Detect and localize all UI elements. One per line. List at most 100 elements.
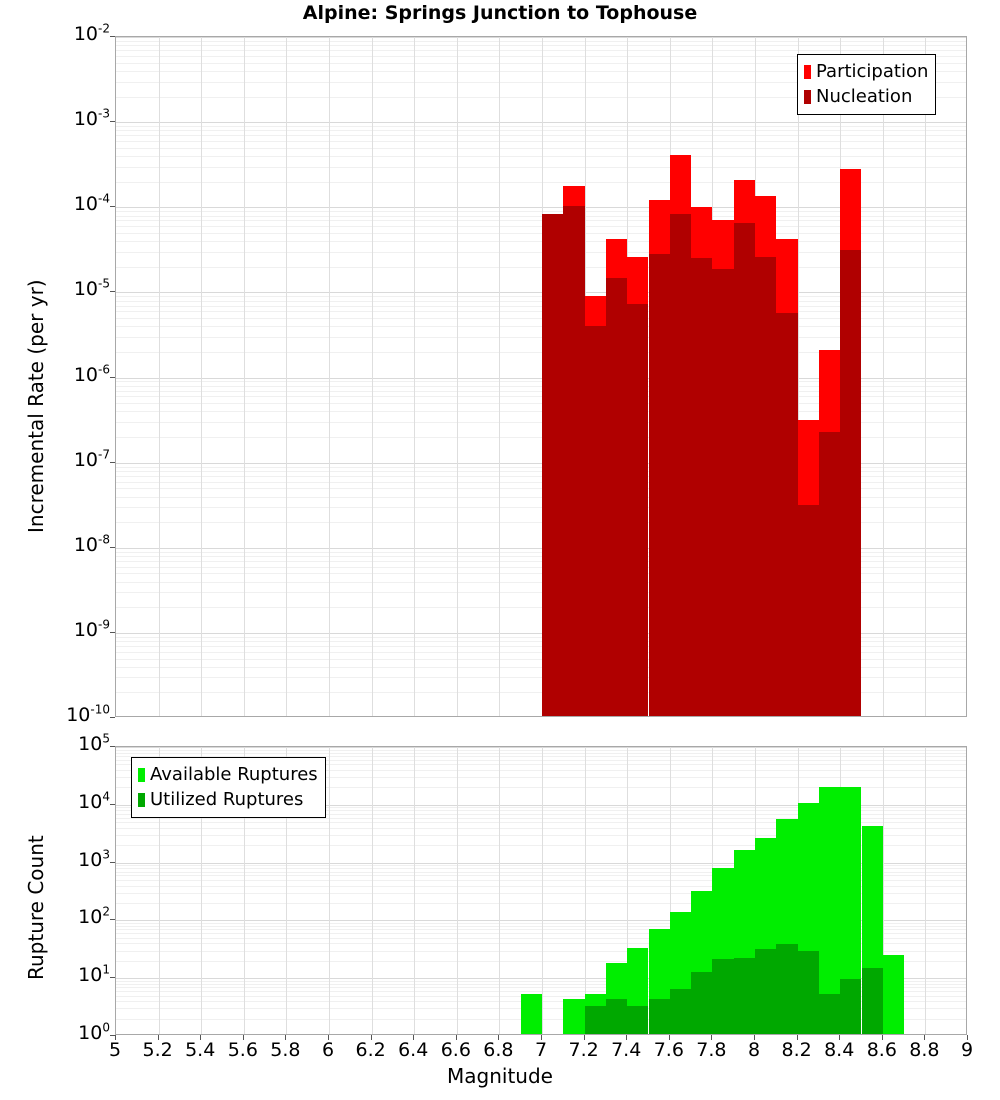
gridline-vertical: [499, 747, 501, 1034]
bar-segment-outer: [882, 955, 905, 1034]
gridline-minor: [116, 636, 966, 638]
gridline-minor: [116, 892, 966, 894]
y-tick-mark: [110, 803, 115, 805]
gridline-minor: [116, 651, 966, 653]
gridline-vertical: [797, 37, 799, 716]
bar-segment-inner: [840, 978, 862, 1034]
gridline-major: [116, 920, 966, 922]
gridline-vertical: [243, 747, 245, 1034]
gridline-minor: [116, 749, 966, 751]
x-tick-label: 8.8: [909, 1039, 940, 1061]
gridline-minor: [116, 166, 966, 168]
bar-segment-inner: [755, 948, 777, 1034]
legend-swatch-nucleation: [804, 89, 811, 104]
x-tick-label: 6.4: [398, 1039, 429, 1061]
y-tick-label: 100: [78, 1020, 110, 1044]
gridline-minor: [116, 556, 966, 557]
y-axis-title-bottom: Rupture Count: [24, 835, 48, 980]
y-tick-mark: [110, 461, 115, 463]
x-tick-mark: [626, 1035, 628, 1040]
bar-group: [712, 747, 734, 1034]
bar-group: [691, 37, 713, 716]
x-tick-mark: [285, 1035, 287, 1040]
gridline-minor: [116, 871, 966, 873]
gridline-minor: [116, 923, 966, 924]
bar-segment-inner: [733, 957, 755, 1034]
gridline-vertical: [329, 747, 330, 1034]
gridline-vertical: [371, 747, 373, 1034]
gridline-vertical: [414, 37, 416, 716]
x-tick-label: 5.4: [185, 1039, 216, 1061]
bar-group: [669, 747, 692, 1034]
bar-segment-inner: [712, 958, 734, 1034]
y-tick-mark: [110, 291, 115, 293]
y-tick-mark: [110, 376, 115, 378]
gridline-minor: [116, 607, 966, 609]
bar-segment-inner: [818, 993, 841, 1034]
gridline-minor: [116, 488, 966, 490]
y-tick-mark: [110, 746, 115, 747]
x-tick-mark: [115, 1035, 116, 1040]
x-tick-label: 6.6: [440, 1039, 471, 1061]
gridline-minor: [116, 752, 966, 754]
gridline-minor: [116, 592, 966, 594]
bar-segment-outer: [520, 993, 542, 1034]
x-tick-mark: [583, 1035, 585, 1040]
bar-group: [733, 37, 755, 716]
gridline-minor: [116, 311, 966, 313]
gridline-major: [116, 462, 966, 464]
x-tick-mark: [839, 1035, 841, 1040]
y-tick-label: 10-10: [66, 702, 110, 726]
gridline-minor: [116, 385, 966, 387]
bar-group: [520, 747, 542, 1034]
bar-group: [605, 747, 628, 1034]
gridline-major: [116, 122, 966, 124]
gridline-minor: [116, 666, 966, 668]
gridline-minor: [116, 980, 966, 982]
gridline-minor: [116, 215, 966, 217]
x-tick-mark: [754, 1035, 755, 1040]
x-tick-mark: [711, 1035, 713, 1040]
gridline-major: [116, 37, 966, 38]
bar-group: [627, 747, 649, 1034]
x-tick-mark: [455, 1035, 457, 1040]
bar-group: [797, 747, 819, 1034]
bar-group: [882, 747, 905, 1034]
y-tick-label: 104: [78, 789, 110, 813]
y-tick-label: 10-2: [73, 21, 110, 45]
gridline-minor: [116, 50, 966, 52]
legend-swatch-utilized-ruptures: [138, 792, 145, 807]
y-tick-mark: [110, 36, 115, 37]
bar-segment-inner: [584, 326, 606, 716]
x-tick-label: 8.6: [866, 1039, 897, 1061]
bar-segment-inner: [669, 989, 692, 1034]
gridline-major: [116, 632, 966, 634]
bar-segment-inner: [669, 214, 692, 716]
gridline-minor: [116, 300, 966, 302]
y-axis-ticks-top: 10-2 10-3 10-4 10-5 10-6 10-7 10-8 10-9 10-10: [0, 0, 115, 740]
bar-segment-inner: [584, 1006, 606, 1034]
gridline-minor: [116, 646, 966, 648]
bar-segment-inner: [542, 213, 564, 716]
y-tick-mark: [110, 977, 115, 979]
bar-segment-inner: [563, 206, 585, 716]
gridline-minor: [116, 55, 966, 57]
gridline-minor: [116, 296, 966, 298]
gridline-minor: [116, 141, 966, 142]
gridline-minor: [116, 226, 966, 228]
x-tick-mark: [967, 1035, 968, 1040]
gridline-minor: [116, 991, 966, 992]
gridline-vertical: [669, 747, 671, 1034]
gridline-vertical: [414, 747, 416, 1034]
bar-group: [563, 747, 585, 1034]
gridline-minor: [116, 581, 966, 583]
gridline-minor: [116, 937, 966, 939]
gridline-vertical: [158, 747, 160, 1034]
y-tick-mark: [110, 206, 115, 208]
gridline-minor: [116, 987, 966, 989]
gridline-minor: [116, 496, 966, 498]
y-tick-label: 10-5: [73, 277, 110, 301]
gridline-minor: [116, 266, 966, 268]
y-tick-label: 10-6: [73, 362, 110, 386]
bar-group: [797, 37, 819, 716]
